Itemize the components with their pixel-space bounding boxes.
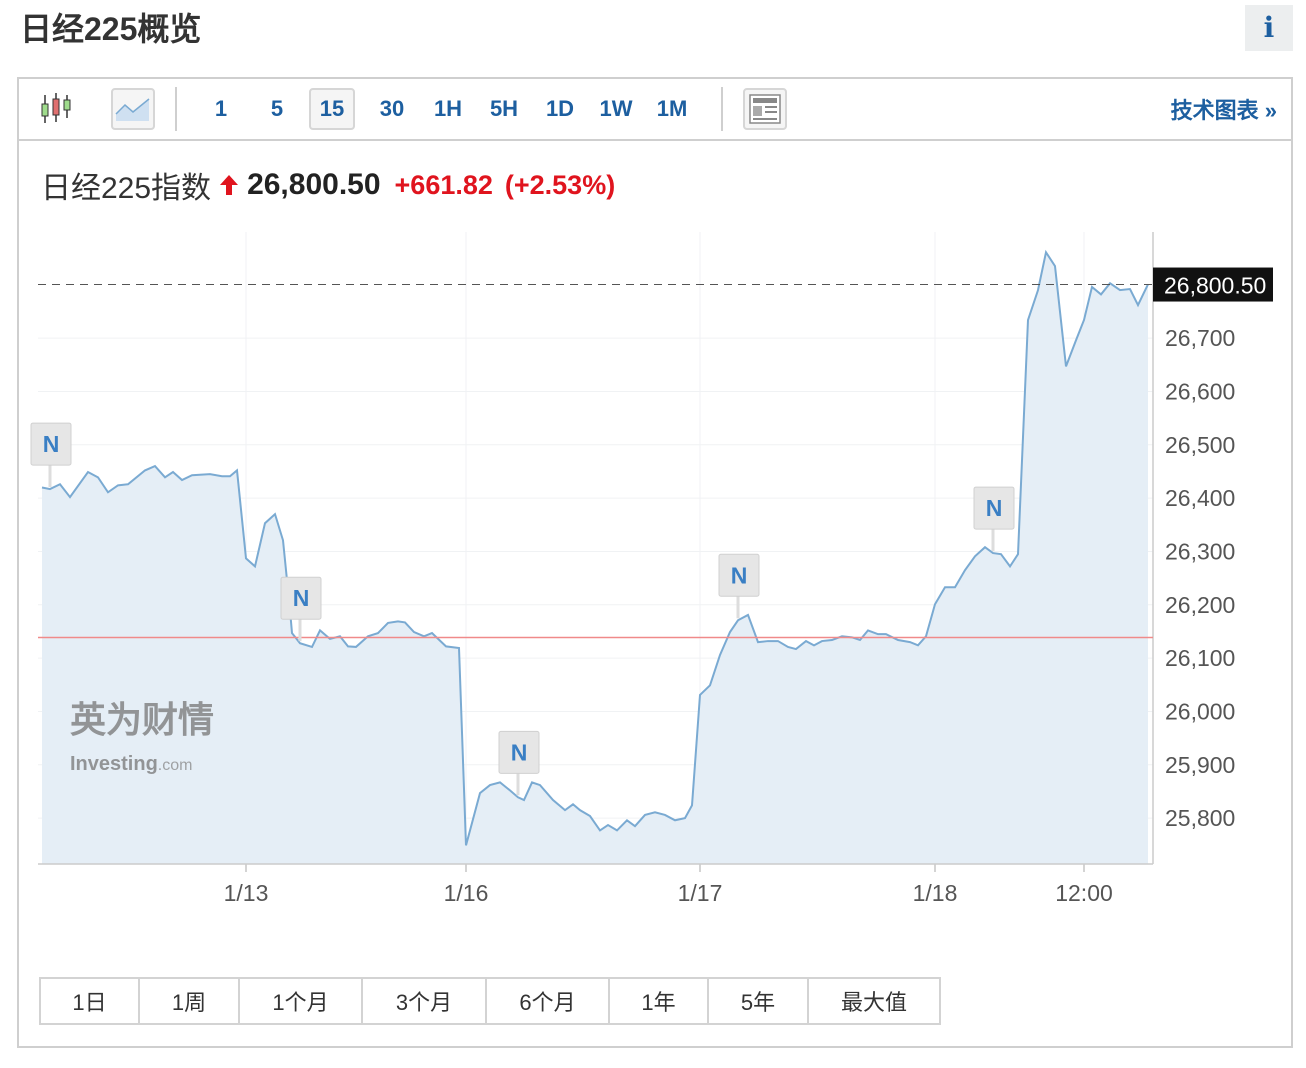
last-price-tag bbox=[1153, 267, 1273, 302]
range-button[interactable]: 1年 bbox=[610, 979, 709, 1023]
investing-logo-watermark: 英为财情 Investing.com bbox=[70, 700, 214, 775]
news-marker[interactable]: N bbox=[498, 730, 540, 796]
price-change: +661.82 bbox=[394, 169, 493, 200]
news-layout-icon bbox=[749, 94, 781, 124]
interval-1M[interactable]: 1M bbox=[656, 96, 688, 121]
y-tick-label: 26,200 bbox=[1165, 592, 1235, 618]
interval-5H[interactable]: 5H bbox=[489, 96, 519, 121]
arrow-up-icon bbox=[220, 175, 239, 195]
range-button[interactable]: 3个月 bbox=[363, 979, 487, 1023]
price-change-percent: (+2.53%) bbox=[504, 169, 616, 200]
range-selector: 1日 1周 1个月 3个月 6个月 1年 5年 最大值 bbox=[39, 977, 941, 1025]
news-marker-label: N bbox=[731, 562, 748, 588]
x-tick-label: 1/13 bbox=[224, 880, 269, 906]
candlestick-icon bbox=[41, 93, 71, 123]
toolbar-divider bbox=[721, 87, 723, 131]
last-price-tag-label: 26,800.50 bbox=[1164, 273, 1266, 299]
instrument-name: 日经225指数 bbox=[41, 172, 212, 205]
line-chart-icon bbox=[115, 98, 150, 121]
interval-1W[interactable]: 1W bbox=[599, 96, 633, 121]
x-tick-label: 1/17 bbox=[678, 880, 723, 906]
interval-1H[interactable]: 1H bbox=[433, 96, 463, 121]
info-button[interactable]: i bbox=[1245, 5, 1293, 51]
line-chart-button[interactable] bbox=[111, 88, 155, 130]
range-button[interactable]: 5年 bbox=[709, 979, 809, 1023]
y-tick-label: 25,900 bbox=[1165, 752, 1235, 778]
news-marker[interactable]: N bbox=[973, 486, 1015, 552]
news-marker[interactable]: N bbox=[718, 553, 760, 619]
range-button[interactable]: 6个月 bbox=[487, 979, 610, 1023]
y-tick-label: 26,300 bbox=[1165, 538, 1235, 564]
range-button[interactable]: 1日 bbox=[41, 979, 140, 1023]
chart-toolbar: 1 5 15 30 1H 5H 1D 1W 1M 技术图表 » bbox=[19, 79, 1291, 141]
interval-5[interactable]: 5 bbox=[270, 96, 284, 121]
y-tick-label: 26,700 bbox=[1165, 325, 1235, 351]
news-marker[interactable]: N bbox=[280, 576, 322, 642]
interval-1[interactable]: 1 bbox=[214, 96, 228, 121]
price-area bbox=[42, 252, 1148, 864]
technical-chart-link[interactable]: 技术图表 » bbox=[1170, 98, 1277, 123]
interval-1D[interactable]: 1D bbox=[545, 96, 575, 121]
range-button[interactable]: 1个月 bbox=[240, 979, 363, 1023]
toolbar-divider bbox=[175, 87, 177, 131]
news-marker-label: N bbox=[293, 585, 310, 611]
chart-panel: 1 5 15 30 1H 5H 1D 1W 1M 技术图表 » 日经225指数 26,800.5… bbox=[17, 77, 1293, 1048]
quote-header: 日经225指数 26,800.50 +661.82 (+2.53%) bbox=[41, 163, 615, 207]
news-marker[interactable]: N bbox=[30, 422, 72, 488]
svg-text:Investing.com: Investing.com bbox=[70, 753, 192, 775]
range-button[interactable]: 最大值 bbox=[840, 990, 907, 1015]
x-tick-label: 1/16 bbox=[444, 880, 489, 906]
svg-text:英为财情: 英为财情 bbox=[70, 700, 214, 741]
y-tick-label: 26,000 bbox=[1165, 698, 1235, 724]
x-tick-label: 12:00 bbox=[1055, 880, 1113, 906]
y-tick-label: 25,800 bbox=[1165, 805, 1235, 831]
layout-button[interactable] bbox=[743, 88, 787, 130]
page-title: 日经225概览 bbox=[20, 11, 202, 47]
y-tick-label: 26,500 bbox=[1165, 432, 1235, 458]
news-marker-label: N bbox=[511, 739, 528, 765]
y-tick-label: 26,600 bbox=[1165, 378, 1235, 404]
price-line bbox=[41, 249, 1149, 846]
last-price: 26,800.50 bbox=[247, 168, 381, 201]
interval-30[interactable]: 30 bbox=[379, 96, 405, 121]
candlestick-chart-button[interactable] bbox=[35, 88, 79, 130]
interval-15[interactable]: 15 bbox=[309, 88, 355, 130]
price-chart[interactable]: 25,800 25,900 26,000 26,100 26,200 26,300 26,4… bbox=[0, 0, 1306, 960]
news-marker-label: N bbox=[43, 431, 60, 457]
x-tick-label: 1/18 bbox=[913, 880, 958, 906]
range-button[interactable]: 1周 bbox=[140, 979, 240, 1023]
news-marker-label: N bbox=[986, 495, 1003, 521]
y-tick-label: 26,400 bbox=[1165, 485, 1235, 511]
y-tick-label: 26,100 bbox=[1165, 645, 1235, 671]
